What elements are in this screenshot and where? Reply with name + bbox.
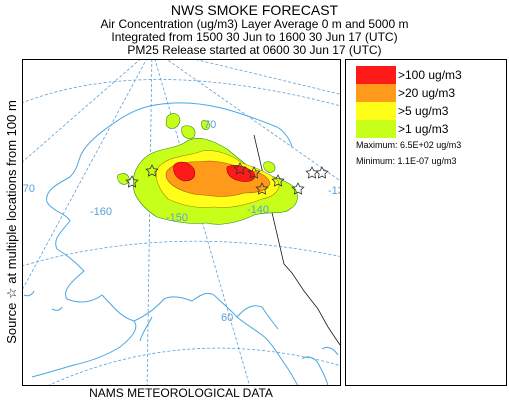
map-title: NWS SMOKE FORECAST — [170, 2, 339, 18]
legend-label: >20 ug/m3 — [398, 86, 456, 100]
graticule-meridians — [22, 59, 341, 386]
smoke-map: -170 -160 -150 -140 -130 70 60 — [22, 59, 341, 386]
lon-label-130w: -130 — [328, 185, 341, 197]
max-concentration: Maximum: 6.5E+02 ug/m3 — [356, 140, 462, 150]
legend-label: >5 ug/m3 — [398, 104, 449, 118]
legend-label: >100 ug/m3 — [398, 68, 462, 82]
legend-swatch-orange — [356, 84, 396, 102]
legend-item-100ug: >100 ug/m3 — [356, 66, 501, 84]
min-concentration: Minimum: 1.1E-07 ug/m3 — [356, 156, 457, 166]
concentration-legend: >100 ug/m3 >20 ug/m3 >5 ug/m3 >1 ug/m3 M… — [345, 59, 507, 386]
legend-item-20ug: >20 ug/m3 — [356, 84, 501, 102]
lon-label-170w: -170 — [22, 183, 35, 195]
legend-item-1ug: >1 ug/m3 — [356, 120, 501, 138]
coastline — [23, 102, 339, 386]
concentration-subtitle: Air Concentration (ug/m3) Layer Average … — [100, 17, 409, 31]
source-star-icons — [125, 162, 329, 195]
lon-label-140w: -140 — [247, 204, 269, 216]
legend-swatch-yellow — [356, 102, 396, 120]
meteorological-data-label: NAMS METEOROLOGICAL DATA — [89, 386, 273, 400]
integration-period: Integrated from 1500 30 Jun to 1600 30 J… — [111, 30, 398, 44]
lon-label-160w: -160 — [90, 206, 112, 218]
lat-label-60n: 60 — [221, 312, 233, 324]
legend-label: >1 ug/m3 — [398, 122, 449, 136]
country-border — [253, 134, 341, 346]
legend-swatch-lime — [356, 120, 396, 138]
lon-label-150w: -150 — [166, 212, 188, 224]
graticule-parallels — [22, 79, 341, 386]
map-frame — [22, 59, 341, 386]
legend-item-5ug: >5 ug/m3 — [356, 102, 501, 120]
lat-label-70n: 70 — [204, 119, 216, 131]
release-info: PM25 Release started at 0600 30 Jun 17 (… — [127, 43, 382, 57]
source-location-label: Source ☆ at multiple locations from 100 … — [4, 100, 19, 344]
legend-swatch-red — [356, 66, 396, 84]
